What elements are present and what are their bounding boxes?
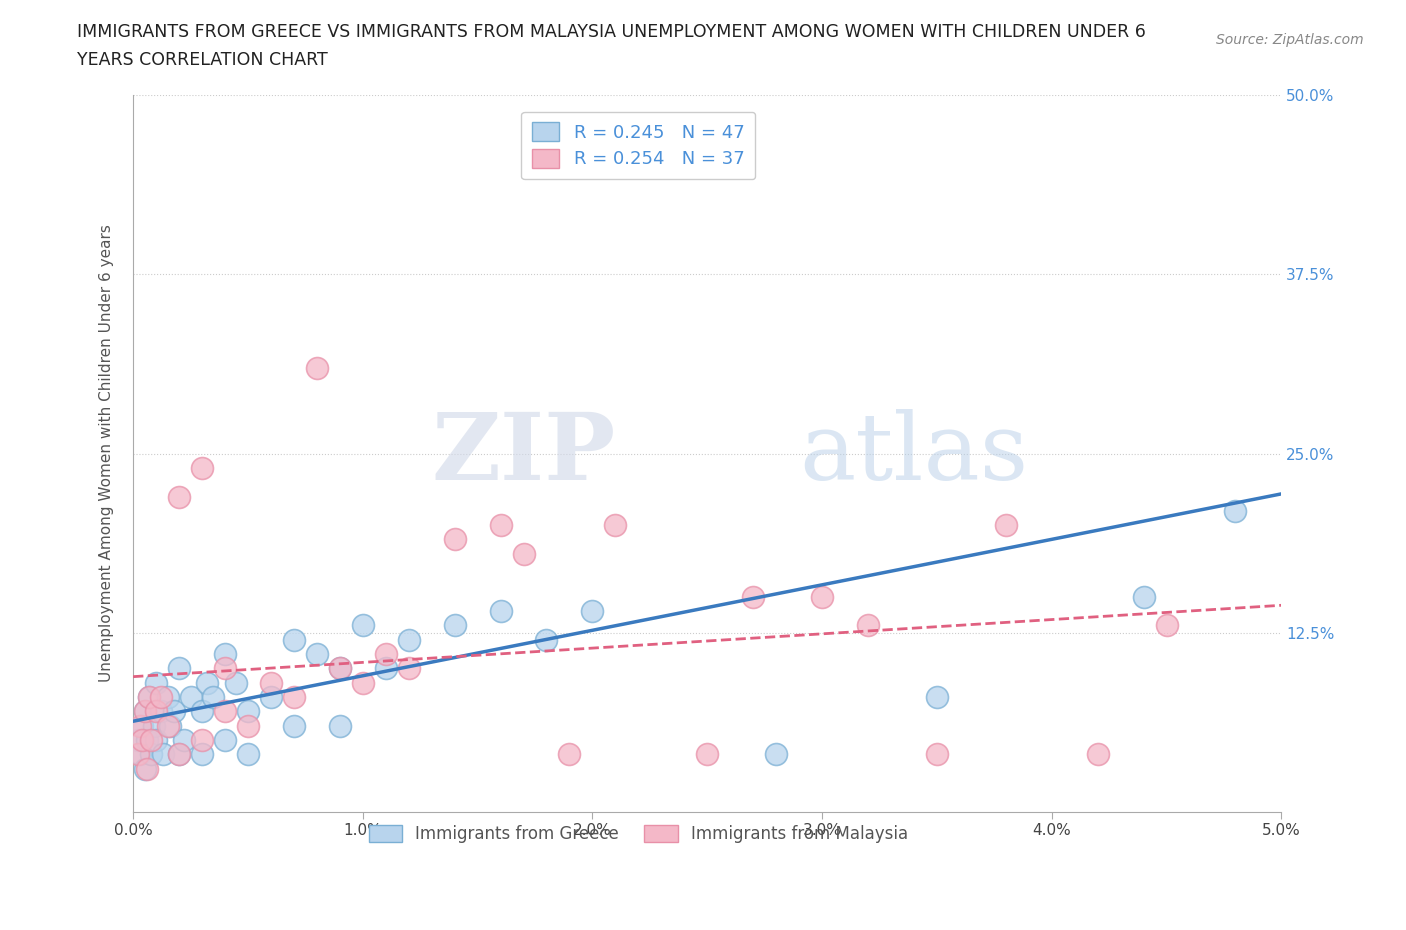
Point (131, 733, 153, 748)
Point (131, 718, 153, 733)
Point (329, 661, 352, 676)
Point (127, 747, 149, 762)
Point (1156, 618, 1178, 633)
Point (236, 747, 259, 762)
Point (167, 747, 190, 762)
Point (129, 747, 152, 762)
Point (127, 733, 149, 748)
Point (260, 690, 283, 705)
Point (149, 690, 172, 705)
Point (163, 704, 186, 719)
Point (696, 160, 718, 175)
Point (1087, 747, 1109, 762)
Point (214, 733, 236, 748)
Point (856, 618, 879, 633)
Legend: Immigrants from Greece, Immigrants from Malaysia: Immigrants from Greece, Immigrants from … (363, 818, 915, 850)
Point (142, 718, 165, 733)
Point (305, 646, 328, 661)
Point (696, 747, 718, 762)
Point (156, 718, 179, 733)
Point (443, 532, 465, 547)
Point (443, 618, 465, 633)
Point (135, 733, 157, 748)
Point (129, 718, 152, 733)
Point (191, 733, 214, 748)
Point (167, 489, 190, 504)
Point (138, 690, 160, 705)
Point (283, 632, 305, 647)
Point (149, 704, 172, 719)
Point (283, 690, 305, 705)
Point (512, 547, 534, 562)
Point (214, 646, 236, 661)
Point (134, 704, 156, 719)
Point (134, 762, 156, 777)
Point (305, 360, 328, 375)
Point (236, 704, 259, 719)
Point (925, 690, 948, 705)
Point (1225, 503, 1247, 518)
Point (195, 675, 218, 690)
Point (145, 704, 167, 719)
Point (180, 690, 202, 705)
Text: ZIP: ZIP (432, 408, 616, 498)
Text: atlas: atlas (799, 408, 1028, 498)
Point (536, 632, 558, 647)
Point (145, 733, 167, 748)
Point (329, 718, 352, 733)
Y-axis label: Unemployment Among Women with Children Under 6 years: Unemployment Among Women with Children U… (100, 225, 114, 683)
Point (811, 590, 834, 604)
Point (159, 718, 181, 733)
Point (167, 661, 190, 676)
Point (352, 618, 374, 633)
Point (398, 661, 420, 676)
Point (581, 604, 603, 618)
Point (398, 632, 420, 647)
Point (191, 747, 214, 762)
Point (558, 747, 581, 762)
Point (191, 460, 214, 475)
Point (138, 690, 160, 705)
Point (141, 733, 163, 748)
Point (329, 661, 352, 676)
Point (283, 718, 305, 733)
Point (925, 747, 948, 762)
Point (489, 518, 512, 533)
Point (605, 518, 627, 533)
Point (742, 590, 765, 604)
Point (191, 704, 214, 719)
Text: Source: ZipAtlas.com: Source: ZipAtlas.com (1216, 33, 1364, 46)
Point (135, 762, 157, 777)
Point (225, 675, 247, 690)
Point (145, 675, 167, 690)
Point (236, 718, 259, 733)
Point (173, 733, 195, 748)
Point (994, 518, 1017, 533)
Point (765, 747, 787, 762)
Point (156, 690, 179, 705)
Point (167, 747, 190, 762)
Point (152, 747, 174, 762)
Point (374, 661, 396, 676)
Point (352, 675, 374, 690)
Point (141, 747, 163, 762)
Point (202, 690, 225, 705)
Point (489, 604, 512, 618)
Point (374, 646, 396, 661)
Point (260, 675, 283, 690)
Point (1132, 590, 1154, 604)
Point (134, 704, 156, 719)
Text: IMMIGRANTS FROM GREECE VS IMMIGRANTS FROM MALAYSIA UNEMPLOYMENT AMONG WOMEN WITH: IMMIGRANTS FROM GREECE VS IMMIGRANTS FRO… (77, 23, 1146, 41)
Text: YEARS CORRELATION CHART: YEARS CORRELATION CHART (77, 51, 328, 69)
Point (214, 704, 236, 719)
Point (214, 661, 236, 676)
